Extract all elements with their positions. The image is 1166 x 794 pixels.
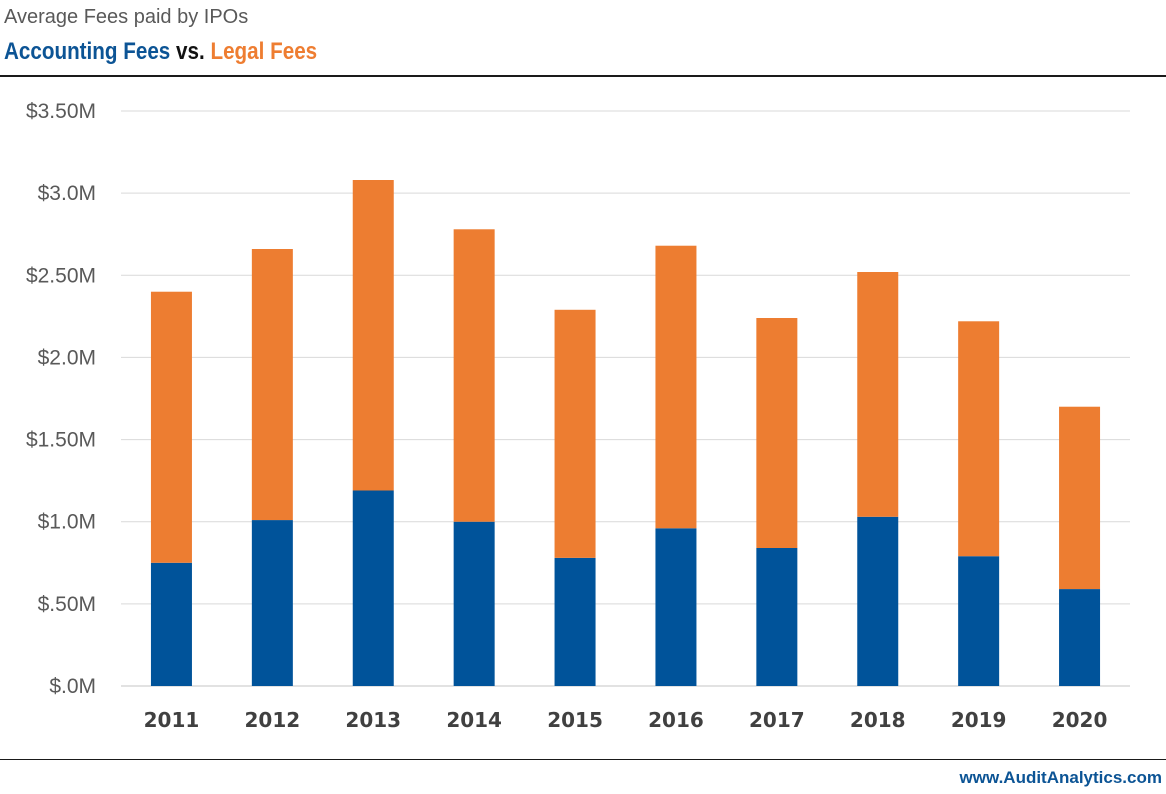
x-tick-label: 2017 [749, 708, 805, 732]
header-divider [0, 75, 1166, 77]
bar-accounting-2016 [655, 528, 697, 686]
x-tick-label: 2016 [648, 708, 704, 732]
title-vs: vs. [176, 38, 205, 65]
bar-accounting-2014 [453, 521, 495, 686]
source-link[interactable]: www.AuditAnalytics.com [959, 768, 1162, 787]
bar-accounting-2020 [1059, 589, 1101, 686]
bar-accounting-2018 [857, 516, 899, 686]
x-axis: 2011 2012 2013 2014 2015 2016 2017 2018 2019 2020 [144, 708, 1108, 732]
bar-legal-2019 [958, 321, 1000, 557]
bar-legal-2018 [857, 272, 899, 517]
x-tick-label: 2011 [144, 708, 200, 732]
bar-accounting-2013 [352, 490, 394, 686]
y-tick-label: $3.50M [26, 100, 96, 123]
y-tick-label: $2.50M [26, 264, 96, 287]
bar-legal-2012 [251, 249, 293, 521]
y-tick-label: $.0M [49, 675, 96, 698]
x-tick-label: 2012 [245, 708, 301, 732]
x-tick-label: 2020 [1052, 708, 1108, 732]
bar-accounting-2015 [554, 557, 596, 686]
bar-legal-2017 [756, 318, 798, 548]
x-tick-label: 2015 [547, 708, 603, 732]
title-legal-fees: Legal Fees [210, 38, 318, 65]
bar-legal-2020 [1059, 406, 1101, 590]
y-tick-label: $2.0M [38, 346, 96, 369]
y-tick-label: $.50M [38, 593, 96, 616]
bar-accounting-2012 [251, 520, 293, 686]
x-tick-label: 2013 [345, 708, 401, 732]
x-tick-label: 2019 [951, 708, 1007, 732]
stacked-bar-chart: $.0M $.50M $1.0M $1.50M $2.0M $2.50M $3.0M $3.5… [26, 100, 1130, 732]
bar-accounting-2019 [958, 556, 1000, 686]
chart-title: Accounting Fees vs. Legal Fees [4, 38, 317, 66]
title-accounting-fees: Accounting Fees [4, 38, 171, 65]
bar-accounting-2011 [150, 562, 192, 686]
bar-legal-2016 [655, 245, 697, 529]
bar-legal-2013 [352, 180, 394, 491]
footer-divider [0, 759, 1166, 760]
y-axis: $.0M $.50M $1.0M $1.50M $2.0M $2.50M $3.0M $3.5… [26, 100, 96, 698]
x-tick-label: 2014 [446, 708, 502, 732]
bar-legal-2014 [453, 229, 495, 522]
y-tick-label: $1.50M [26, 429, 96, 452]
bar-accounting-2017 [756, 548, 798, 686]
chart-subtitle: Average Fees paid by IPOs [4, 6, 249, 28]
bar-legal-2015 [554, 309, 596, 558]
bar-legal-2011 [150, 291, 192, 563]
y-tick-label: $3.0M [38, 182, 96, 205]
y-tick-label: $1.0M [38, 511, 96, 534]
bars [150, 180, 1101, 686]
x-tick-label: 2018 [850, 708, 906, 732]
